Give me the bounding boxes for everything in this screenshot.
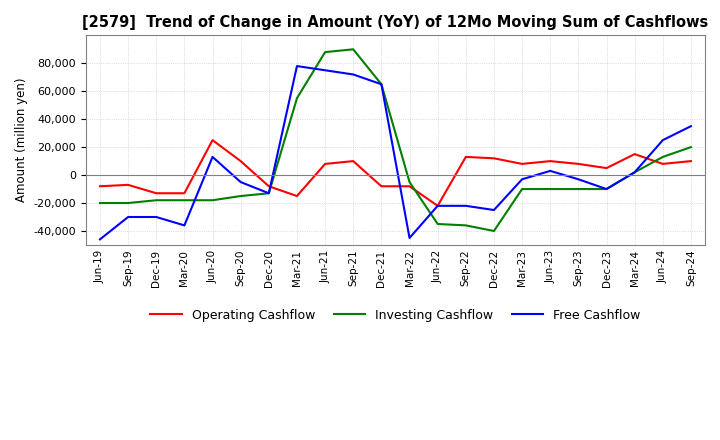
Free Cashflow bbox=[124, 214, 132, 220]
Operating Cashflow bbox=[236, 158, 245, 164]
Investing Cashflow bbox=[124, 200, 132, 205]
Operating Cashflow bbox=[96, 183, 104, 189]
Free Cashflow bbox=[405, 235, 414, 241]
Line: Free Cashflow: Free Cashflow bbox=[100, 66, 691, 239]
Operating Cashflow bbox=[377, 183, 386, 189]
Operating Cashflow bbox=[490, 156, 498, 161]
Free Cashflow bbox=[264, 191, 273, 196]
Free Cashflow bbox=[236, 180, 245, 185]
Operating Cashflow bbox=[462, 154, 470, 160]
Free Cashflow bbox=[208, 154, 217, 160]
Investing Cashflow bbox=[518, 187, 526, 192]
Investing Cashflow bbox=[462, 223, 470, 228]
Free Cashflow bbox=[490, 207, 498, 213]
Line: Investing Cashflow: Investing Cashflow bbox=[100, 49, 691, 231]
Operating Cashflow bbox=[518, 161, 526, 167]
Free Cashflow bbox=[152, 214, 161, 220]
Operating Cashflow bbox=[124, 182, 132, 187]
Investing Cashflow bbox=[490, 228, 498, 234]
Free Cashflow bbox=[659, 138, 667, 143]
Legend: Operating Cashflow, Investing Cashflow, Free Cashflow: Operating Cashflow, Investing Cashflow, … bbox=[145, 304, 646, 327]
Free Cashflow bbox=[518, 176, 526, 182]
Operating Cashflow bbox=[630, 151, 639, 157]
Title: [2579]  Trend of Change in Amount (YoY) of 12Mo Moving Sum of Cashflows: [2579] Trend of Change in Amount (YoY) o… bbox=[82, 15, 708, 30]
Investing Cashflow bbox=[208, 198, 217, 203]
Investing Cashflow bbox=[264, 191, 273, 196]
Operating Cashflow bbox=[433, 203, 442, 209]
Operating Cashflow bbox=[321, 161, 330, 167]
Investing Cashflow bbox=[377, 81, 386, 87]
Investing Cashflow bbox=[180, 198, 189, 203]
Investing Cashflow bbox=[574, 187, 582, 192]
Y-axis label: Amount (million yen): Amount (million yen) bbox=[15, 78, 28, 202]
Free Cashflow bbox=[462, 203, 470, 209]
Operating Cashflow bbox=[546, 158, 554, 164]
Operating Cashflow bbox=[405, 183, 414, 189]
Line: Operating Cashflow: Operating Cashflow bbox=[100, 140, 691, 206]
Investing Cashflow bbox=[602, 187, 611, 192]
Investing Cashflow bbox=[630, 170, 639, 175]
Free Cashflow bbox=[377, 81, 386, 87]
Free Cashflow bbox=[292, 63, 301, 69]
Operating Cashflow bbox=[292, 194, 301, 199]
Investing Cashflow bbox=[96, 200, 104, 205]
Investing Cashflow bbox=[546, 187, 554, 192]
Free Cashflow bbox=[349, 72, 358, 77]
Free Cashflow bbox=[574, 176, 582, 182]
Operating Cashflow bbox=[349, 158, 358, 164]
Operating Cashflow bbox=[264, 183, 273, 189]
Investing Cashflow bbox=[687, 144, 696, 150]
Investing Cashflow bbox=[321, 49, 330, 55]
Free Cashflow bbox=[96, 237, 104, 242]
Free Cashflow bbox=[602, 187, 611, 192]
Investing Cashflow bbox=[236, 194, 245, 199]
Operating Cashflow bbox=[152, 191, 161, 196]
Operating Cashflow bbox=[687, 158, 696, 164]
Investing Cashflow bbox=[292, 95, 301, 101]
Free Cashflow bbox=[180, 223, 189, 228]
Free Cashflow bbox=[630, 170, 639, 175]
Operating Cashflow bbox=[180, 191, 189, 196]
Operating Cashflow bbox=[574, 161, 582, 167]
Operating Cashflow bbox=[602, 165, 611, 171]
Investing Cashflow bbox=[152, 198, 161, 203]
Free Cashflow bbox=[687, 124, 696, 129]
Operating Cashflow bbox=[659, 161, 667, 167]
Investing Cashflow bbox=[349, 47, 358, 52]
Free Cashflow bbox=[546, 168, 554, 173]
Investing Cashflow bbox=[433, 221, 442, 227]
Investing Cashflow bbox=[405, 180, 414, 185]
Free Cashflow bbox=[321, 68, 330, 73]
Free Cashflow bbox=[433, 203, 442, 209]
Operating Cashflow bbox=[208, 138, 217, 143]
Investing Cashflow bbox=[659, 154, 667, 160]
